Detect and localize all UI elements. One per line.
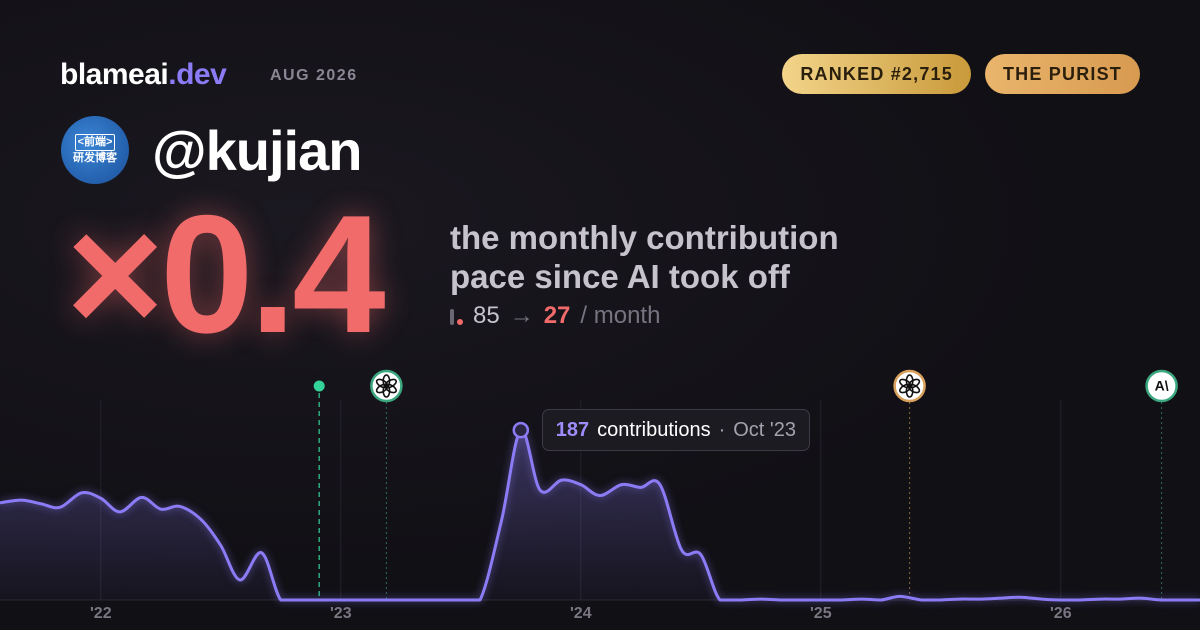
avatar: <前端> 研发博客 <box>61 116 129 184</box>
multiplier: ×0.4 <box>66 180 386 368</box>
pace: 85 → 27 / month <box>450 302 660 330</box>
x-tick-label: '25 <box>810 605 832 622</box>
pace-icon <box>450 307 463 325</box>
date: AUG 2026 <box>270 67 358 84</box>
handle: @kujian <box>152 119 362 182</box>
brand: blameai.dev <box>60 58 227 92</box>
badges: RANKED #2,715 THE PURIST <box>782 54 1140 94</box>
event-label: A\ <box>1155 378 1169 394</box>
description-line: the monthly contribution <box>450 219 839 256</box>
tooltip-unit: contributions <box>597 419 711 442</box>
pace-after: 27 <box>543 302 571 329</box>
description: the monthly contribution pace since AI t… <box>450 218 839 296</box>
openai-petal <box>899 378 912 389</box>
description-line: pace since AI took off <box>450 258 790 295</box>
event-icon <box>370 369 403 403</box>
highlight-point <box>512 421 530 439</box>
separator: · <box>718 419 726 442</box>
event-dot <box>313 380 325 392</box>
tooltip-date: Oct '23 <box>733 419 796 442</box>
x-tick-label: '26 <box>1050 605 1072 622</box>
pace-before: 85 <box>473 302 500 329</box>
pace-arrow: → <box>509 302 534 329</box>
title-badge: THE PURIST <box>984 54 1140 94</box>
brand-tld: .dev <box>168 58 227 91</box>
avatar-text: <前端> <box>74 134 116 151</box>
rank-badge: RANKED #2,715 <box>782 54 971 94</box>
tooltip-value: 187 <box>555 419 590 442</box>
pace-unit: / month <box>580 302 661 329</box>
event-icon <box>893 369 926 403</box>
openai-petal <box>375 378 389 389</box>
avatar-text: 研发博客 <box>73 152 117 164</box>
area <box>0 429 1200 600</box>
x-tick-label: '22 <box>90 605 112 622</box>
x-tick-label: '24 <box>570 605 592 622</box>
tooltip: 187 contributions · Oct '23 <box>541 409 810 452</box>
line <box>0 428 1200 602</box>
x-tick-label: '23 <box>330 605 352 622</box>
event-icon <box>1145 369 1178 403</box>
brand-name: blameai <box>60 58 169 91</box>
